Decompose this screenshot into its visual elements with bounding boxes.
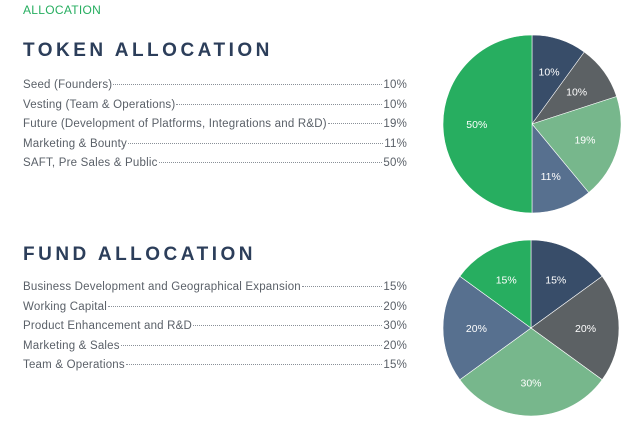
list-item: Product Enhancement and R&D 30% bbox=[23, 320, 407, 340]
fund-slice-4 bbox=[459, 239, 532, 329]
leader-dots bbox=[125, 364, 383, 365]
token-allocation-pie-chart: 10% 10% 19% 11% 50% bbox=[442, 34, 622, 214]
fund-slice-3 bbox=[442, 275, 532, 381]
leader-dots bbox=[107, 305, 383, 307]
leader-dots bbox=[127, 142, 384, 144]
fund-allocation-list: Business Development and Geographical Ex… bbox=[23, 281, 407, 379]
item-percent: 50% bbox=[383, 157, 407, 169]
item-percent: 15% bbox=[383, 359, 407, 371]
item-label: Product Enhancement and R&D bbox=[23, 320, 193, 332]
item-percent: 10% bbox=[383, 98, 407, 111]
leader-dots bbox=[158, 162, 383, 163]
fund-allocation-pie-chart: 15% 20% 30% 20% 15% bbox=[442, 239, 620, 417]
item-label: Working Capital bbox=[23, 300, 107, 313]
token-slice-label-3: 11% bbox=[541, 171, 561, 183]
list-item: Team & Operations 15% bbox=[23, 359, 407, 379]
leader-dots bbox=[301, 286, 383, 287]
item-percent: 11% bbox=[384, 137, 407, 150]
section-label: ALLOCATION bbox=[23, 3, 102, 17]
item-label: Vesting (Team & Operations) bbox=[23, 98, 176, 111]
fund-slice-label-3: 20% bbox=[466, 323, 487, 335]
leader-dots bbox=[327, 123, 383, 124]
token-slice-label-1: 10% bbox=[566, 87, 587, 99]
item-label: Seed (Founders) bbox=[23, 79, 113, 91]
list-item: Vesting (Team & Operations) 10% bbox=[23, 99, 407, 119]
item-label: SAFT, Pre Sales & Public bbox=[23, 157, 158, 169]
item-label: Marketing & Bounty bbox=[23, 137, 127, 150]
leader-dots bbox=[193, 325, 383, 326]
list-item: Marketing & Sales 20% bbox=[23, 340, 407, 360]
token-slice-label-0: 10% bbox=[539, 67, 560, 79]
item-percent: 20% bbox=[383, 339, 407, 352]
list-item: Business Development and Geographical Ex… bbox=[23, 281, 407, 301]
leader-dots bbox=[120, 344, 383, 346]
list-item: Marketing & Bounty 11% bbox=[23, 138, 407, 158]
item-percent: 30% bbox=[383, 320, 407, 332]
fund-slice-0 bbox=[530, 239, 603, 329]
leader-dots bbox=[113, 84, 383, 85]
list-item: Working Capital 20% bbox=[23, 301, 407, 321]
list-item: Seed (Founders) 10% bbox=[23, 79, 407, 99]
item-label: Marketing & Sales bbox=[23, 339, 120, 352]
list-item: SAFT, Pre Sales & Public 50% bbox=[23, 157, 407, 177]
item-percent: 15% bbox=[383, 281, 407, 293]
token-allocation-list: Seed (Founders) 10% Vesting (Team & Opera… bbox=[23, 79, 407, 177]
token-slice-label-4: 50% bbox=[466, 119, 487, 131]
token-slice-2 bbox=[531, 96, 622, 193]
fund-slice-label-0: 15% bbox=[545, 274, 566, 286]
fund-slice-label-4: 15% bbox=[496, 274, 517, 286]
item-label: Business Development and Geographical Ex… bbox=[23, 281, 301, 293]
fund-slice-2 bbox=[459, 327, 603, 417]
item-percent: 20% bbox=[383, 300, 407, 313]
fund-allocation-title: FUND ALLOCATION bbox=[23, 244, 256, 265]
fund-slice-label-1: 20% bbox=[575, 323, 596, 335]
list-item: Future (Development of Platforms, Integr… bbox=[23, 118, 407, 138]
token-slice-4 bbox=[442, 34, 533, 214]
item-percent: 19% bbox=[383, 118, 407, 130]
item-label: Future (Development of Platforms, Integr… bbox=[23, 118, 327, 130]
leader-dots bbox=[176, 103, 383, 105]
item-label: Team & Operations bbox=[23, 359, 125, 371]
fund-slice-label-2: 30% bbox=[520, 378, 541, 390]
fund-slice-1 bbox=[530, 275, 620, 381]
token-allocation-title: TOKEN ALLOCATION bbox=[23, 40, 273, 61]
token-slice-label-2: 19% bbox=[574, 134, 595, 146]
item-percent: 10% bbox=[383, 79, 407, 91]
